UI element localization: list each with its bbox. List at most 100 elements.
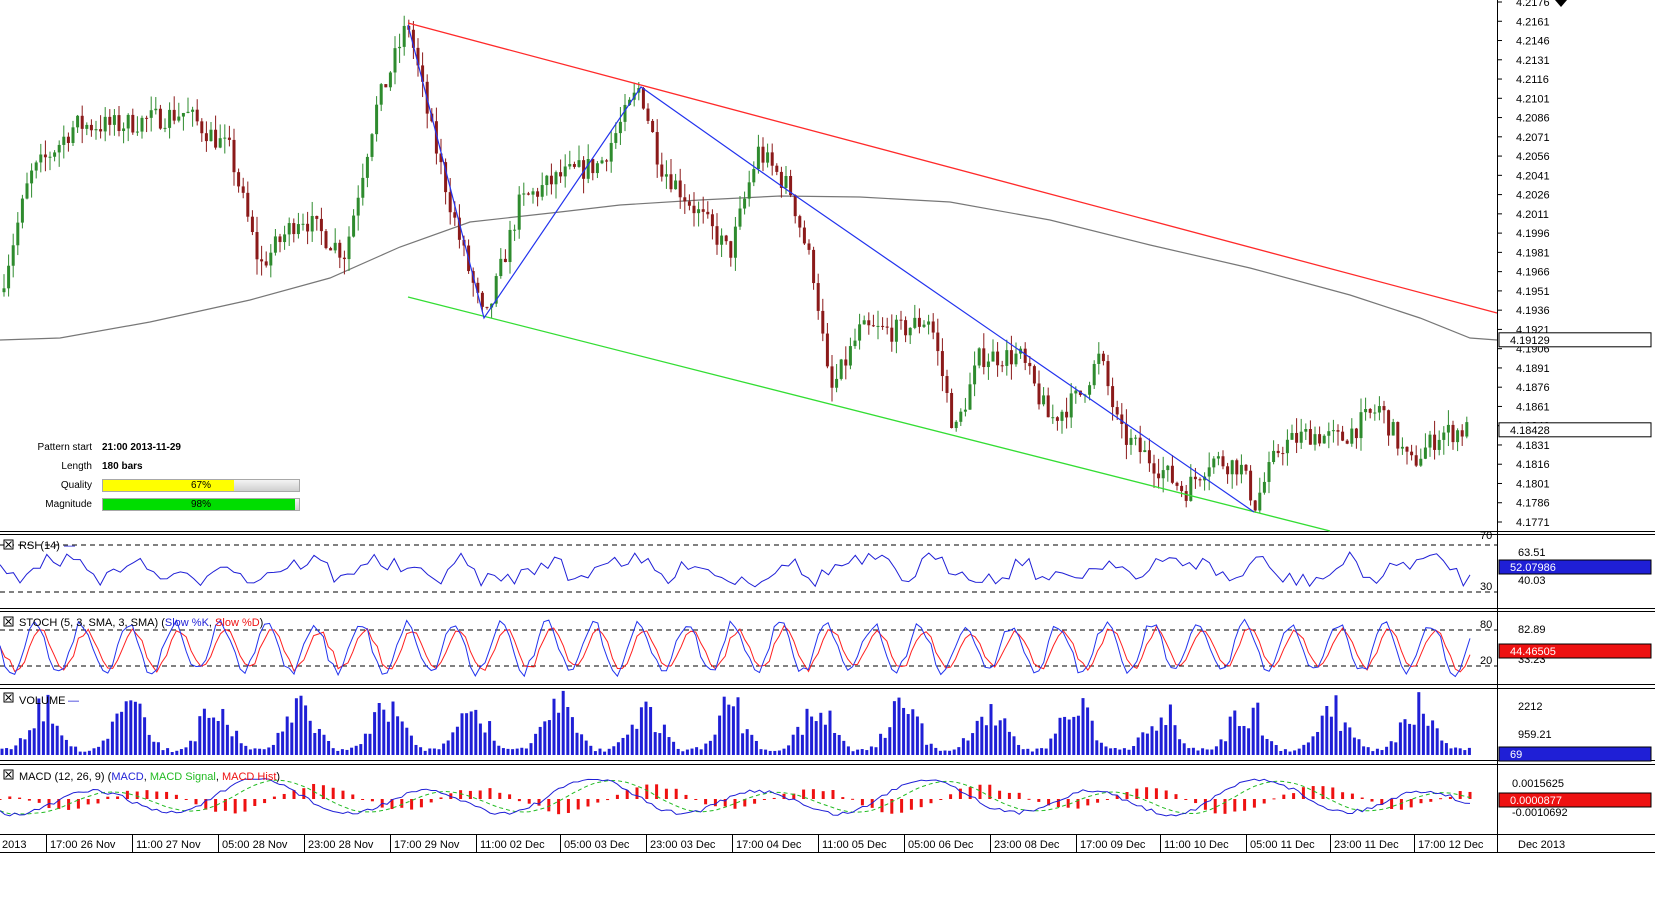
- price-tick-label: 4.1951: [1516, 286, 1550, 298]
- macd-hist-bar: [606, 799, 610, 801]
- candle-body: [204, 133, 208, 142]
- volume-bar: [267, 747, 271, 755]
- volume-title-text: VOLUME: [19, 695, 65, 707]
- candle-body: [329, 248, 333, 251]
- candle-body: [839, 359, 843, 379]
- macd-hist-bar: [96, 799, 100, 804]
- candle-body: [968, 384, 972, 410]
- volume-bar: [1021, 749, 1025, 755]
- volume-bar: [570, 717, 574, 755]
- volume-bar: [1113, 748, 1117, 755]
- candle-body: [315, 215, 319, 219]
- macd-hist-bar: [233, 799, 237, 814]
- macd-hist-bar: [1331, 787, 1335, 799]
- volume-bar: [161, 750, 165, 755]
- macd-hist-bar: [449, 793, 453, 799]
- volume-bar: [791, 734, 795, 755]
- rsi-panel[interactable]: 70 63.51 40.03 30 52.07986: [0, 530, 1652, 593]
- candle-body: [411, 29, 415, 48]
- candle-body: [1069, 393, 1073, 418]
- volume-bar: [97, 746, 101, 755]
- ma-current-label: 4.19129: [1510, 335, 1550, 347]
- macd-hist-bar: [527, 799, 531, 804]
- candle-body: [85, 124, 89, 129]
- macd-hist-bar: [713, 799, 717, 807]
- candle-body: [568, 164, 572, 167]
- macd-hist-bar: [733, 799, 737, 809]
- volume-bar: [414, 744, 418, 755]
- magnitude-value: 98%: [190, 499, 211, 510]
- candle-body: [1405, 446, 1409, 452]
- macd-hist-bar: [1262, 799, 1266, 804]
- volume-bar: [198, 716, 202, 755]
- price-tick-label: 4.2101: [1516, 93, 1550, 105]
- candle-body: [352, 215, 356, 237]
- price-panel[interactable]: [0, 15, 1498, 532]
- candle-body: [246, 192, 250, 217]
- volume-bar: [892, 701, 896, 755]
- volume-bar: [1325, 705, 1329, 755]
- candle-body: [678, 180, 682, 198]
- macd-hist-bar: [802, 789, 806, 799]
- candle-body: [338, 242, 342, 258]
- volume-bar: [1187, 748, 1191, 755]
- candle-body: [1032, 366, 1036, 384]
- candle-body: [1216, 456, 1220, 459]
- volume-bar: [538, 726, 542, 755]
- volume-bar: [846, 746, 850, 755]
- macd-hist-bar: [37, 799, 41, 803]
- candle-body: [1147, 450, 1151, 464]
- macd-hist-bar: [1184, 799, 1188, 800]
- volume-current-box: [1498, 746, 1652, 762]
- candle-body: [825, 333, 829, 367]
- candle-body: [1221, 456, 1225, 467]
- price-axis: 4.2176 4.2161 4.2146 4.2131 4.2116 4.2101 4.20…: [1497, 0, 1652, 529]
- macd-hist-bar: [782, 793, 786, 799]
- macd-hist-bar: [1439, 798, 1443, 800]
- volume-bar: [437, 749, 441, 755]
- candle-body: [1028, 362, 1032, 367]
- candle-body: [416, 47, 420, 66]
- candle-body: [214, 129, 218, 148]
- candle-body: [1258, 492, 1262, 511]
- volume-bar: [575, 732, 579, 755]
- macd-hist-bar: [400, 799, 404, 808]
- volume-bar: [800, 734, 804, 755]
- candle-body: [476, 282, 480, 293]
- macd-hist-bar: [263, 799, 267, 804]
- candle-body: [126, 114, 130, 129]
- volume-bar: [276, 732, 280, 755]
- volume-bar: [557, 712, 561, 755]
- candle-body: [775, 165, 779, 172]
- pattern-start-label: Pattern start: [37, 442, 92, 453]
- volume-bar: [925, 744, 929, 755]
- candle-body: [1267, 462, 1271, 482]
- volume-bar: [304, 705, 308, 755]
- candle-body: [835, 378, 839, 388]
- macd-hist-bar: [18, 797, 22, 799]
- candle-body: [830, 366, 834, 388]
- volume-bar: [32, 728, 36, 755]
- corner-arrow-icon[interactable]: [1555, 0, 1567, 7]
- candle-body: [733, 226, 737, 258]
- candle-body: [793, 195, 797, 217]
- candle-body: [986, 361, 990, 368]
- candle-body: [572, 164, 576, 167]
- time-label: 23:00 08 Dec: [994, 839, 1060, 851]
- candle-body: [931, 321, 935, 333]
- volume-bar: [897, 697, 901, 755]
- volume-bar: [1394, 742, 1398, 755]
- price-tick-label: 4.2131: [1516, 55, 1550, 67]
- candle-body: [301, 223, 305, 225]
- candle-body: [1184, 491, 1188, 501]
- candle-body: [172, 109, 176, 121]
- candle-body: [913, 317, 917, 328]
- volume-bar: [41, 721, 45, 755]
- candle-body: [1350, 428, 1354, 444]
- volume-panel[interactable]: 2212 959.21 69: [0, 690, 1652, 762]
- macd-hist-bar: [1027, 798, 1031, 800]
- volume-bar: [18, 738, 22, 755]
